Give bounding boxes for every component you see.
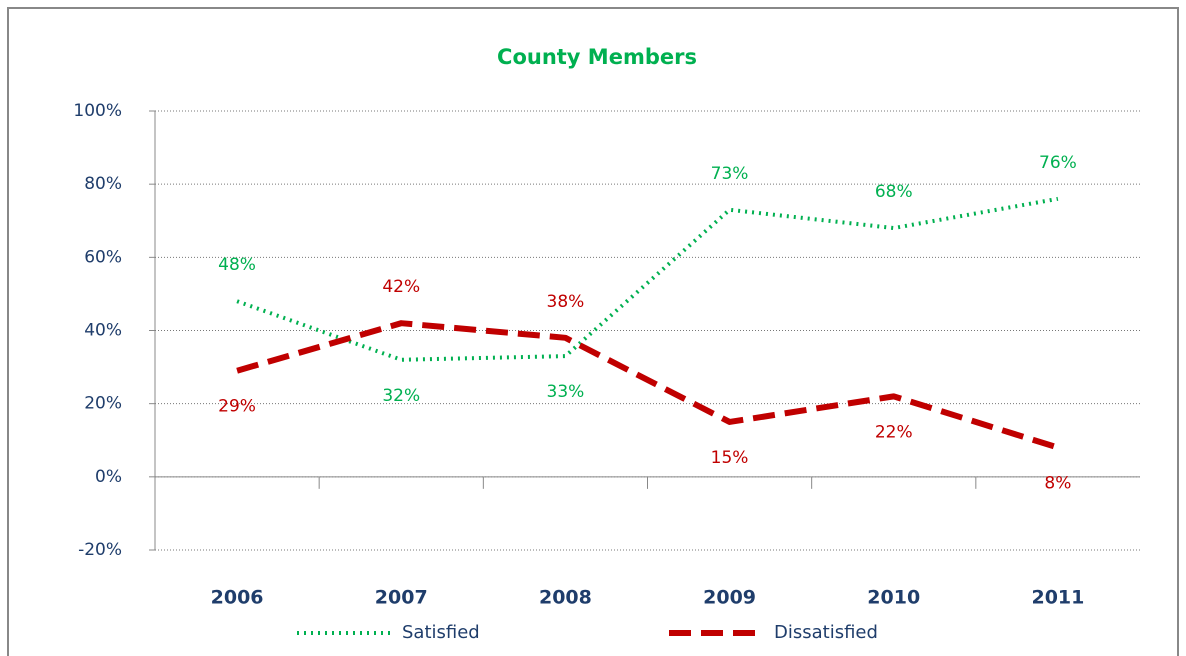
value-label: 22% (875, 422, 913, 442)
value-label: 29% (218, 397, 256, 417)
legend-label: Satisfied (402, 622, 480, 643)
value-label: 38% (547, 292, 585, 312)
value-label: 68% (875, 182, 913, 202)
y-tick-label: 80% (84, 174, 122, 194)
value-label: 8% (1044, 474, 1071, 494)
value-label: 33% (547, 382, 585, 402)
value-label: 76% (1039, 153, 1077, 173)
y-tick-label: -20% (78, 540, 122, 560)
value-label: 73% (711, 164, 749, 184)
x-tick-label: 2009 (703, 587, 756, 609)
value-label: 15% (711, 448, 749, 468)
x-tick-label: 2006 (211, 587, 264, 609)
value-label: 48% (218, 255, 256, 275)
y-tick-label: 20% (84, 394, 122, 414)
y-tick-label: 0% (95, 467, 122, 487)
y-tick-label: 40% (84, 321, 122, 341)
chart-frame (7, 7, 1179, 656)
x-tick-label: 2007 (375, 587, 428, 609)
x-tick-label: 2011 (1031, 587, 1084, 609)
x-tick-label: 2008 (539, 587, 592, 609)
chart-title: County Members (497, 45, 697, 69)
value-label: 32% (382, 386, 420, 406)
series-line (236, 196, 1059, 362)
x-tick-label: 2010 (867, 587, 920, 609)
y-tick-label: 100% (73, 101, 122, 121)
series-line (236, 320, 1059, 451)
y-tick-label: 60% (84, 247, 122, 267)
value-label: 42% (382, 277, 420, 297)
legend-label: Dissatisfied (774, 622, 878, 643)
